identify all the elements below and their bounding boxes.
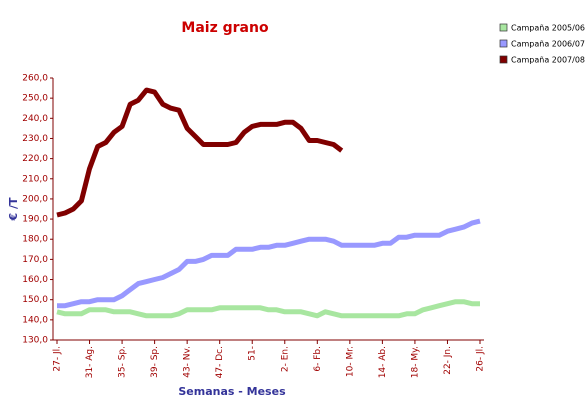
y-tick-label: 160,0 [22,275,48,285]
legend-swatch [499,23,508,32]
y-tick-label: 190,0 [22,215,48,225]
x-tick-label: 14- Ab. [378,346,388,378]
x-axis-label: Semanas - Meses [178,385,286,398]
y-tick-label: 260,0 [22,74,48,84]
legend-swatch [499,39,508,48]
x-tick-label: 10- Mr. [345,346,355,377]
x-tick-label: 2- En. [280,346,290,372]
series-line [56,299,480,319]
legend-label: Campaña 2006/07 [511,40,585,49]
x-tick-label: 39- Sp. [150,346,160,378]
legend-label: Campaña 2007/08 [511,56,585,65]
x-tick-label: 31- Ag. [85,346,95,378]
y-tick-label: 130,0 [22,336,48,346]
y-tick-label: 210,0 [22,174,48,184]
y-tick-label: 230,0 [22,134,48,144]
legend-swatch [499,55,508,64]
x-tick-label: 47- Dc. [215,346,225,378]
x-tick-label: 43- Nv. [183,346,193,378]
y-tick-label: 250,0 [22,94,48,104]
y-axis-label: € /T [7,197,20,222]
y-tick-label: 200,0 [22,194,48,204]
legend-label: Campaña 2005/06 [511,24,585,33]
y-tick-label: 150,0 [22,295,48,305]
x-tick-label: 26- Jl. [476,346,486,372]
y-tick-label: 140,0 [22,315,48,325]
series-line [57,218,481,309]
y-tick-label: 240,0 [22,114,48,124]
series-line [56,87,344,218]
x-tick-label: 18- My. [410,346,420,378]
y-tick-label: 170,0 [22,255,48,265]
x-tick-label: 27- Jl. [53,346,63,372]
x-tick-label: 35- Sp. [118,346,128,378]
x-tick-label: 22- Jn. [443,346,453,375]
x-tick-label: 6- Fb. [313,346,323,372]
y-tick-label: 180,0 [22,235,48,245]
x-tick-label: 51- [248,346,258,361]
y-tick-label: 220,0 [22,154,48,164]
chart-title: Maiz grano [181,20,269,36]
